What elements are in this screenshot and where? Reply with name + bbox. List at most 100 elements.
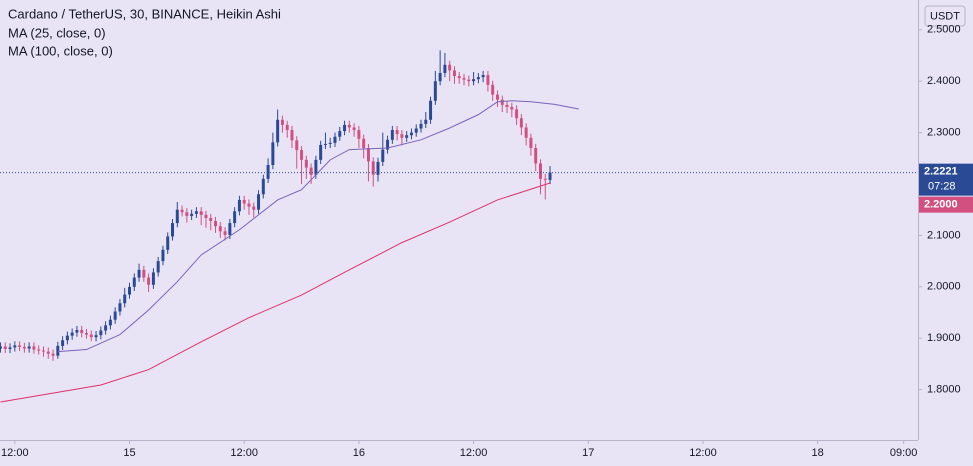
x-tick-label: 16 bbox=[353, 447, 365, 459]
candle-body bbox=[266, 165, 270, 179]
candle-body bbox=[386, 139, 390, 150]
candle-body bbox=[247, 203, 251, 207]
candle-body bbox=[209, 217, 213, 222]
candle-body bbox=[534, 148, 538, 164]
candle-body bbox=[304, 159, 308, 168]
candle-body bbox=[180, 209, 184, 213]
candle-body bbox=[347, 124, 351, 128]
x-tick-label: 17 bbox=[582, 447, 594, 459]
candle-body bbox=[472, 79, 476, 82]
y-tick-label: 2.1000 bbox=[927, 229, 961, 241]
candle-body bbox=[390, 130, 394, 140]
candle-body bbox=[218, 226, 222, 232]
candle-body bbox=[18, 345, 22, 347]
candle-body bbox=[280, 119, 284, 125]
y-tick-label: 1.8000 bbox=[927, 384, 961, 396]
candle-body bbox=[190, 213, 194, 216]
currency-label[interactable]: USDT bbox=[930, 10, 960, 22]
candle-body bbox=[113, 311, 117, 320]
countdown-label: 07:28 bbox=[928, 181, 956, 193]
candle-body bbox=[80, 330, 84, 334]
currency-button[interactable] bbox=[924, 5, 966, 27]
candle-body bbox=[118, 303, 122, 312]
candle-body bbox=[228, 223, 232, 235]
candle-body bbox=[185, 212, 189, 216]
candle-body bbox=[309, 167, 313, 175]
candle-body bbox=[65, 335, 69, 341]
y-tick-label: 2.4000 bbox=[927, 75, 961, 87]
candle-body bbox=[448, 64, 452, 71]
x-tick-label: 15 bbox=[123, 447, 135, 459]
price-line-badge bbox=[919, 196, 973, 213]
candle-body bbox=[3, 346, 7, 350]
candle-body bbox=[323, 143, 327, 145]
candle-body bbox=[543, 178, 547, 180]
candle-body bbox=[438, 72, 442, 82]
candle-body bbox=[70, 332, 74, 336]
candle-body bbox=[371, 161, 375, 175]
candle-body bbox=[89, 334, 93, 338]
candle-body bbox=[166, 236, 170, 250]
candle-body bbox=[99, 330, 103, 336]
candle-body bbox=[237, 199, 241, 212]
candle-body bbox=[515, 109, 519, 119]
candle-body bbox=[290, 130, 294, 141]
candle-body bbox=[161, 249, 165, 262]
candle-body bbox=[132, 277, 136, 287]
candle-body bbox=[84, 333, 88, 335]
last-price-label: 2.2221 bbox=[924, 166, 958, 178]
candle-body bbox=[75, 330, 79, 333]
candle-body bbox=[357, 130, 361, 139]
candle-body bbox=[409, 132, 413, 136]
candle-body bbox=[529, 137, 533, 149]
candle-body bbox=[429, 100, 433, 120]
candle-body bbox=[214, 221, 218, 227]
candle-body bbox=[128, 286, 132, 295]
candle-body bbox=[41, 350, 45, 352]
candle-body bbox=[495, 94, 499, 100]
candle-body bbox=[443, 64, 447, 73]
candle-body bbox=[338, 131, 342, 137]
x-tick-label: 12:00 bbox=[460, 447, 488, 459]
candle-body bbox=[328, 142, 332, 144]
candle-body bbox=[37, 349, 41, 351]
candle-body bbox=[56, 345, 60, 356]
y-tick-label: 1.9000 bbox=[927, 332, 961, 344]
moving-average-line bbox=[57, 100, 579, 353]
candle-body bbox=[491, 84, 495, 95]
candle-body bbox=[419, 123, 423, 129]
candle-body bbox=[13, 345, 17, 348]
candle-body bbox=[194, 211, 198, 214]
candle-body bbox=[333, 136, 337, 143]
candle-body bbox=[486, 75, 490, 85]
candle-body bbox=[319, 144, 323, 160]
candle-body bbox=[343, 124, 347, 132]
candle-body bbox=[22, 346, 26, 349]
y-tick-label: 2.3000 bbox=[927, 127, 961, 139]
candle-body bbox=[199, 211, 203, 215]
candle-body bbox=[467, 79, 471, 82]
candle-body bbox=[481, 75, 485, 78]
y-tick-label: 2.5000 bbox=[927, 24, 961, 36]
plot-area bbox=[0, 50, 579, 403]
candle-body bbox=[252, 206, 256, 210]
candle-body bbox=[137, 269, 141, 278]
candle-body bbox=[295, 140, 299, 151]
candle-body bbox=[538, 163, 542, 179]
x-tick-label: 09:00 bbox=[890, 447, 918, 459]
candle-body bbox=[366, 148, 370, 162]
candle-body bbox=[123, 294, 127, 304]
candle-body bbox=[27, 346, 31, 349]
candle-body bbox=[233, 211, 237, 224]
x-tick-label: 12:00 bbox=[1, 447, 29, 459]
candle-body bbox=[548, 172, 552, 180]
candle-body bbox=[457, 76, 461, 79]
candle-body bbox=[314, 159, 318, 175]
candle-body bbox=[171, 223, 175, 237]
candle-body bbox=[8, 347, 12, 350]
x-tick-label: 12:00 bbox=[689, 447, 717, 459]
candle-body bbox=[381, 149, 385, 162]
x-tick-label: 12:00 bbox=[230, 447, 258, 459]
